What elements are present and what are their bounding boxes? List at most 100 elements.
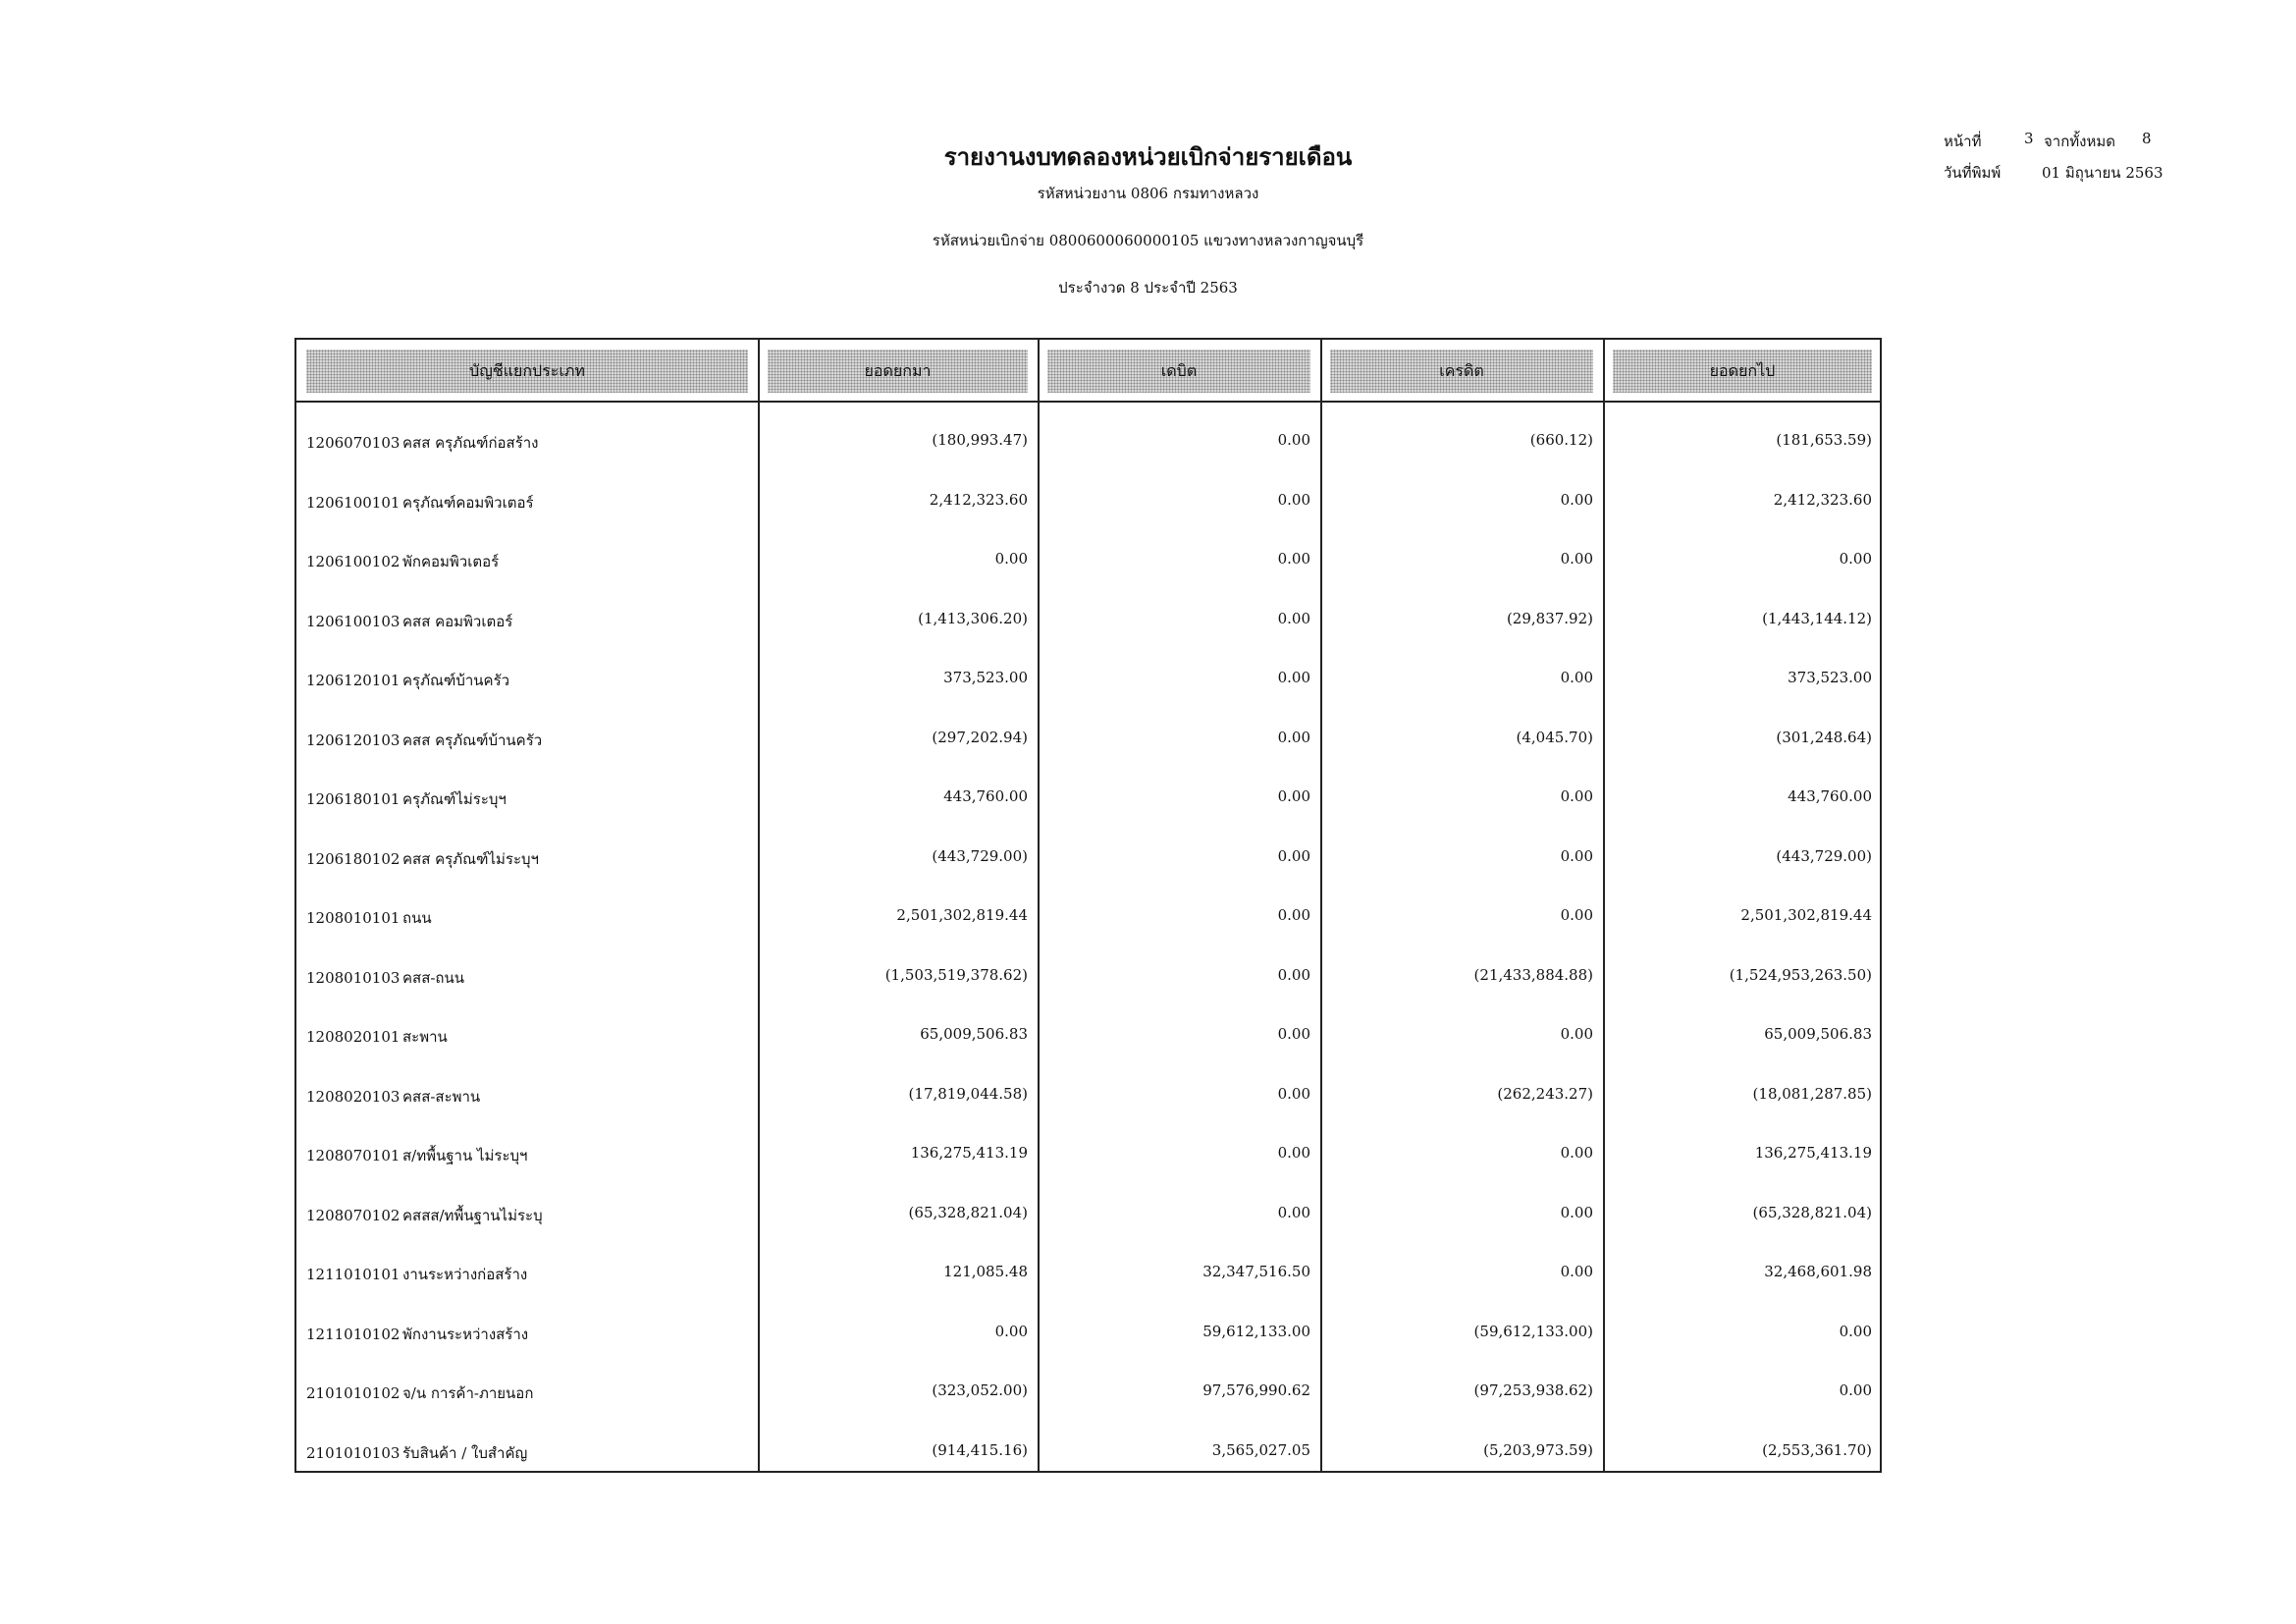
header-divider (296, 401, 1880, 403)
amount: 0.00 (1277, 669, 1310, 686)
amount: (97,253,938.62) (1473, 1381, 1593, 1399)
account-name: คสส ครุภัณฑ์บ้านครัว (402, 731, 543, 749)
of-label: จากทั้งหมด (2044, 133, 2116, 150)
account-code: 1208010103 (306, 968, 400, 987)
account-name: ครุภัณฑ์คอมพิวเตอร์ (402, 493, 534, 512)
amount: (21,433,884.88) (1473, 965, 1593, 984)
account-name: ครุภัณฑ์ไม่ระบุฯ (402, 790, 507, 808)
amount: 3,565,027.05 (1211, 1440, 1310, 1459)
amount: 0.00 (1277, 1025, 1310, 1043)
amount: 373,523.00 (1788, 669, 1872, 686)
account-name: คสส ครุภัณฑ์ก่อสร้าง (402, 434, 539, 452)
account-name: พักคอมพิวเตอร์ (402, 553, 500, 570)
amount: 373,523.00 (943, 669, 1028, 686)
amount: 0.00 (1277, 431, 1310, 449)
amount: (2,553,361.70) (1762, 1440, 1872, 1459)
disbursing-unit: รหัสหน่วยเบิกจ่าย 0800600060000105 แขวงท… (932, 232, 1364, 249)
account-name: จ/น การค้า-ภายนอก (402, 1384, 534, 1402)
amount: (1,443,144.12) (1762, 609, 1872, 627)
account-code: 1208020103 (306, 1087, 400, 1106)
account-code: 1208020101 (306, 1028, 400, 1046)
amount: (17,819,044.58) (908, 1084, 1028, 1103)
amount: 0.00 (1839, 550, 1872, 568)
account-name: คสส คอมพิวเตอร์ (402, 612, 513, 630)
amount: 136,275,413.19 (910, 1144, 1028, 1162)
amount: (65,328,821.04) (908, 1203, 1028, 1221)
amount: 443,760.00 (1788, 787, 1872, 805)
account-name: คสส ครุภัณฑ์ไม่ระบุฯ (402, 849, 539, 868)
period: ประจำงวด 8 ประจำปี 2563 (1058, 279, 1238, 297)
amount: 2,501,302,819.44 (1740, 906, 1872, 924)
amount: (262,243.27) (1497, 1084, 1593, 1103)
amount: 0.00 (1560, 906, 1593, 924)
amount: 0.00 (1277, 965, 1310, 984)
amount: (5,203,973.59) (1483, 1440, 1593, 1459)
account-code: 1206100103 (306, 612, 400, 630)
account-code: 2101010103 (306, 1443, 400, 1462)
amount: (914,415.16) (932, 1440, 1028, 1459)
amount: (443,729.00) (932, 846, 1028, 865)
account-name: คสส-ถนน (402, 968, 465, 987)
amount: (4,045.70) (1516, 728, 1593, 746)
amount: 0.00 (1560, 1263, 1593, 1280)
amount: (660.12) (1529, 431, 1593, 449)
amount: 0.00 (994, 1322, 1028, 1340)
amount: (180,993.47) (932, 431, 1028, 449)
amount: 32,347,516.50 (1202, 1263, 1310, 1280)
account-code: 1208010101 (306, 909, 400, 927)
amount: 0.00 (1839, 1381, 1872, 1399)
amount: 0.00 (1277, 1203, 1310, 1221)
amount: 0.00 (1277, 1084, 1310, 1103)
column-divider (1603, 340, 1605, 1471)
agency: รหัสหน่วยงาน 0806 กรมทางหลวง (1037, 185, 1259, 202)
amount: 0.00 (1277, 550, 1310, 568)
amount: (443,729.00) (1776, 846, 1872, 865)
amount: 0.00 (1560, 550, 1593, 568)
amount: 0.00 (1277, 490, 1310, 509)
amount: 0.00 (1839, 1322, 1872, 1340)
account-code: 1206070103 (306, 434, 400, 452)
trial-balance-table: บัญชีแยกประเภท ยอดยกมา เดบิต เครดิต ยอดยกไป 1… (294, 338, 1882, 1473)
account-code: 1206180101 (306, 790, 400, 808)
total-pages: 8 (2142, 130, 2152, 147)
column-header: บัญชีแยกประเภท (306, 350, 748, 393)
amount: 0.00 (1560, 490, 1593, 509)
amount: 0.00 (1560, 846, 1593, 865)
amount: 0.00 (1560, 1144, 1593, 1162)
column-header: เดบิต (1047, 350, 1310, 393)
column-divider (1038, 340, 1040, 1471)
amount: 2,501,302,819.44 (896, 906, 1028, 924)
account-code: 2101010102 (306, 1384, 400, 1402)
account-code: 1211010101 (306, 1266, 400, 1283)
amount: 0.00 (1560, 787, 1593, 805)
amount: 0.00 (1560, 1025, 1593, 1043)
page-number: 3 (2024, 130, 2034, 147)
amount: (18,081,287.85) (1752, 1084, 1872, 1103)
amount: 0.00 (1277, 1144, 1310, 1162)
account-name: ส/ทพื้นฐาน ไม่ระบุฯ (402, 1147, 528, 1164)
account-code: 1206120103 (306, 731, 400, 749)
account-name: งานระหว่างก่อสร้าง (402, 1266, 528, 1283)
amount: 65,009,506.83 (1764, 1025, 1872, 1043)
amount: 0.00 (1277, 728, 1310, 746)
column-header: ยอดยกมา (768, 350, 1028, 393)
amount: (1,524,953,263.50) (1729, 965, 1872, 984)
amount: (59,612,133.00) (1473, 1322, 1593, 1340)
account-code: 1206100102 (306, 553, 400, 570)
amount: (65,328,821.04) (1752, 1203, 1872, 1221)
amount: (1,413,306.20) (918, 609, 1028, 627)
account-name: คสสส/ทพื้นฐานไม่ระบุ (402, 1206, 543, 1224)
amount: 32,468,601.98 (1764, 1263, 1872, 1280)
amount: 0.00 (1560, 669, 1593, 686)
account-code: 1208070102 (306, 1206, 400, 1224)
amount: 0.00 (1277, 787, 1310, 805)
amount: 136,275,413.19 (1754, 1144, 1872, 1162)
amount: 0.00 (1277, 846, 1310, 865)
account-name: พักงานระหว่างสร้าง (402, 1325, 529, 1343)
amount: 121,085.48 (943, 1263, 1028, 1280)
print-date-label: วันที่พิมพ์ (1944, 164, 2002, 182)
amount: 0.00 (994, 550, 1028, 568)
amount: 0.00 (1560, 1203, 1593, 1221)
report-title: รายงานงบทดลองหน่วยเบิกจ่ายรายเดือน (943, 142, 1353, 171)
